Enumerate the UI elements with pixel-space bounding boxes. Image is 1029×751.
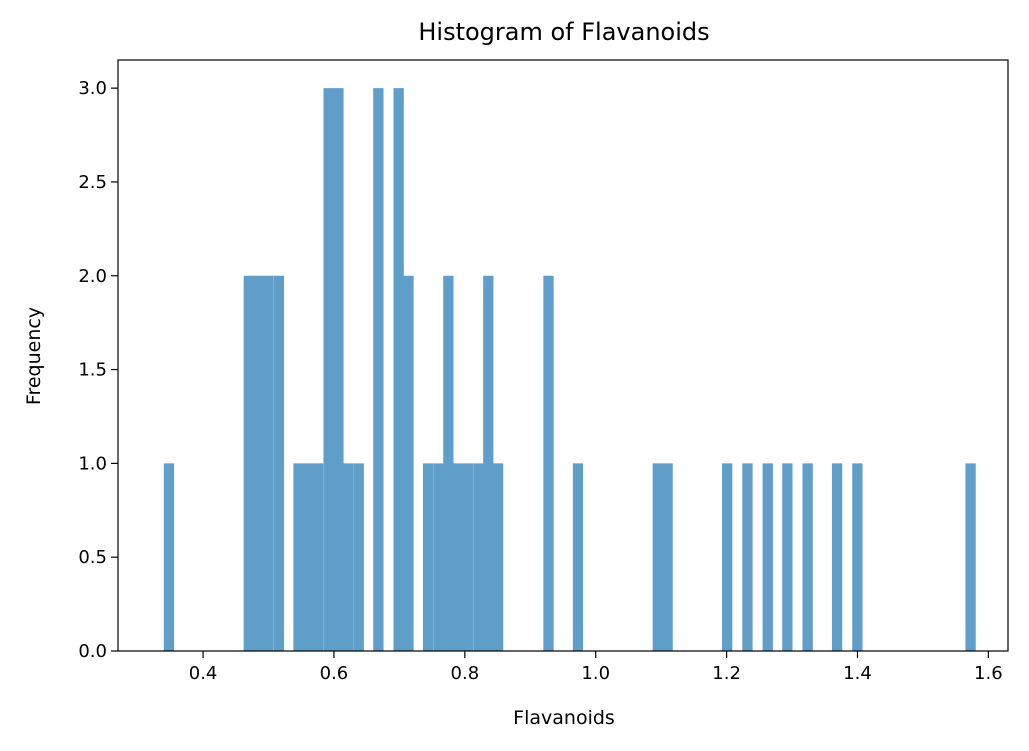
x-tick-label: 0.8	[451, 663, 480, 684]
histogram-bar-30	[782, 463, 793, 651]
x-tick-label: 1.6	[974, 663, 1003, 684]
y-tick-label: 0.5	[78, 547, 107, 568]
y-tick-label: 1.5	[78, 360, 107, 381]
histogram-bar-29	[762, 463, 773, 651]
histogram-bar-11	[353, 463, 364, 651]
y-axis: 0.0 0.5 1.0 1.5 2.0 2.5 3.0	[78, 78, 118, 662]
y-tick-label: 2.5	[78, 172, 107, 193]
histogram-bar-19	[462, 463, 474, 651]
histogram-bar-14	[403, 275, 414, 651]
histogram-bar-23	[543, 275, 554, 651]
x-axis-label: Flavanoids	[513, 707, 615, 729]
chart-title: Histogram of Flavanoids	[418, 18, 709, 46]
histogram-bar-12	[373, 88, 384, 651]
histogram-bar-3	[263, 275, 274, 651]
plot-frame	[117, 59, 1009, 652]
histogram-bar-15	[422, 463, 434, 651]
histogram-bar-26	[662, 463, 673, 651]
histogram-bar-5	[293, 463, 304, 651]
x-tick-label: 1.0	[581, 663, 610, 684]
y-tick-label: 1.0	[78, 453, 107, 474]
histogram-bar-10	[343, 463, 354, 651]
y-tick-label: 2.0	[78, 266, 107, 287]
histogram-bar-2	[253, 275, 264, 651]
histogram-bar-9	[333, 88, 344, 651]
histogram-bar-0	[163, 463, 175, 651]
x-tick-label: 1.2	[712, 663, 741, 684]
histogram-bar-6	[303, 463, 314, 651]
x-tick-label: 1.4	[843, 663, 872, 684]
y-axis-label: Frequency	[23, 307, 45, 405]
x-tick-label: 0.4	[189, 663, 218, 684]
y-tick-label: 3.0	[78, 78, 107, 99]
histogram-bar-17	[443, 275, 454, 651]
histogram-bar-22	[492, 463, 504, 651]
histogram-bar-31	[802, 463, 813, 651]
histogram-bar-13	[393, 88, 404, 651]
histogram-bar-8	[323, 88, 334, 651]
histogram-bar-16	[433, 463, 444, 651]
y-tick-label: 0.0	[78, 641, 107, 662]
histogram-bar-24	[572, 463, 584, 651]
histogram-bar-34	[965, 463, 976, 651]
histogram-bar-1	[243, 275, 254, 651]
x-axis: 0.4 0.6 0.8 1.0 1.2 1.4 1.6	[189, 651, 1003, 684]
histogram-bar-4	[273, 275, 285, 651]
histogram-bar-7	[313, 463, 324, 651]
histogram-bar-33	[852, 463, 863, 651]
histogram-bar-20	[473, 463, 484, 651]
x-tick-label: 0.6	[320, 663, 349, 684]
histogram-bar-21	[483, 275, 494, 651]
histogram-bar-32	[831, 463, 843, 651]
bars-group	[163, 88, 976, 651]
histogram-bar-28	[742, 463, 753, 651]
histogram-bar-25	[652, 463, 663, 651]
histogram-bar-27	[722, 463, 733, 651]
histogram-bar-18	[453, 463, 464, 651]
